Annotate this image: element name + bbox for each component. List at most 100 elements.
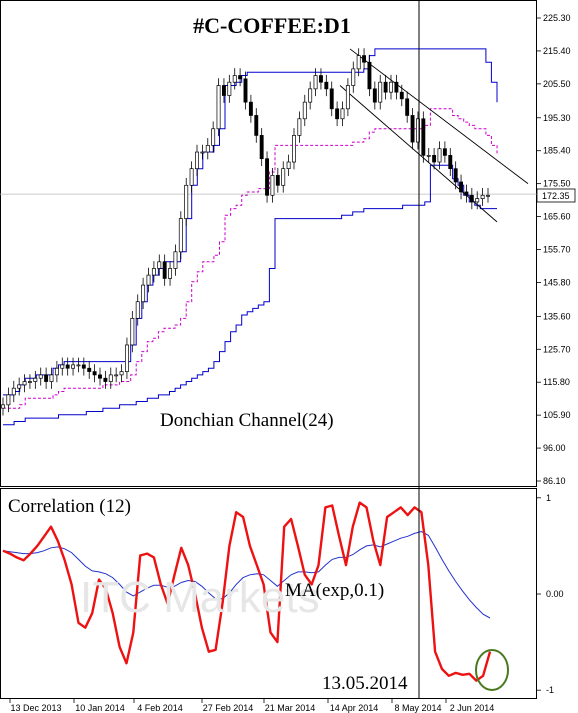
y-tick-label: 135.60 <box>543 311 571 321</box>
candle-body <box>448 155 453 170</box>
y-tick-label: 195.30 <box>543 113 571 123</box>
candle-body <box>302 101 307 120</box>
candle-body <box>162 261 167 279</box>
candle-body <box>211 128 216 146</box>
candle-body <box>345 85 350 110</box>
candle-body <box>216 85 221 130</box>
correlation-panel-frame <box>0 488 537 699</box>
current-price-box <box>536 188 576 203</box>
highlight-circle <box>475 649 509 691</box>
candle-body <box>442 148 447 156</box>
y-tick-label: 86.10 <box>543 476 566 486</box>
x-tick-label: 10 Jan 2014 <box>75 703 125 713</box>
candle-body <box>469 194 474 203</box>
y-tick-label: 96.00 <box>543 443 566 453</box>
candle-body <box>232 75 237 83</box>
candle-body <box>335 108 340 120</box>
candle-body <box>324 81 329 90</box>
candle-body <box>421 118 426 156</box>
candle-body <box>189 168 194 186</box>
donchian-label: Donchian Channel(24) <box>160 410 334 431</box>
x-axis: 13 Dec 2013 10 Jan 2014 4 Feb 2014 27 Feb 2… <box>9 699 495 713</box>
candle-body <box>6 394 11 406</box>
candle-body <box>426 155 431 157</box>
candle-body <box>173 251 178 269</box>
candle-body <box>87 367 92 372</box>
candle-body <box>157 261 162 269</box>
candle-body <box>49 374 54 382</box>
candle-body <box>292 135 296 163</box>
candle-body <box>141 284 146 303</box>
candle-body <box>151 268 156 276</box>
candle-body <box>135 301 140 319</box>
y-tick-label: 205.50 <box>543 79 571 89</box>
candle-body <box>308 88 313 103</box>
candle-body <box>221 85 226 96</box>
candle-body <box>103 377 108 382</box>
candle-body <box>108 374 113 382</box>
y-tick-label: 125.70 <box>543 344 571 354</box>
candle-body <box>259 135 264 160</box>
candle-body <box>178 218 183 253</box>
candle-body <box>486 194 490 197</box>
candle-body <box>415 118 420 143</box>
candle-body <box>351 68 356 86</box>
candle-body <box>383 81 388 93</box>
candle-body <box>146 274 151 286</box>
donchian-lower-line <box>3 164 497 426</box>
candle-body <box>65 364 70 369</box>
candles <box>1 48 490 416</box>
candle-body <box>168 268 173 279</box>
corr-y-tick-label: -1 <box>546 685 554 695</box>
candle-body <box>394 81 399 93</box>
candle-body <box>81 364 86 369</box>
candle-body <box>60 364 65 369</box>
candle-body <box>130 318 135 346</box>
y-tick-label: 225.30 <box>543 13 571 23</box>
candle-body <box>378 81 383 103</box>
candle-body <box>33 377 38 382</box>
candle-body <box>17 384 22 389</box>
candle-body <box>480 194 485 199</box>
ma-label: MA(exp,0.1) <box>285 580 384 601</box>
y-tick-label: 105.90 <box>543 410 571 420</box>
candle-body <box>27 381 32 383</box>
candle-body <box>248 101 253 116</box>
x-tick-label: 14 Apr 2014 <box>330 703 379 713</box>
candle-body <box>432 155 437 163</box>
correlation-series: 1 0.00 -1 <box>2 493 564 695</box>
candle-body <box>356 55 361 70</box>
candle-body <box>11 387 16 396</box>
candle-body <box>71 364 76 369</box>
candle-body <box>313 75 318 90</box>
candle-body <box>410 115 415 143</box>
y-tick-label: 145.80 <box>543 277 571 287</box>
candle-body <box>281 168 286 186</box>
candle-body <box>124 344 129 372</box>
donchian-upper-line <box>3 48 498 396</box>
correlation-line <box>2 501 492 682</box>
watermark: ITC Markets <box>80 573 320 622</box>
candle-body <box>76 364 81 367</box>
y-tick-label: 215.40 <box>543 46 571 56</box>
candle-body <box>98 374 102 379</box>
candle-body <box>399 91 404 100</box>
x-tick-label: 2 Jun 2014 <box>450 703 495 713</box>
candle-body <box>1 404 5 409</box>
candle-body <box>44 374 49 382</box>
candle-body <box>367 61 372 90</box>
price-series <box>3 48 529 426</box>
y-tick-label: 175.50 <box>543 179 571 189</box>
candle-body <box>459 181 464 193</box>
price-panel-frame <box>0 0 537 487</box>
candle-body <box>114 374 119 377</box>
y-tick-label: 115.80 <box>543 377 570 387</box>
candle-body <box>464 191 469 196</box>
candle-body <box>297 118 302 136</box>
candle-body <box>329 88 334 110</box>
candle-body <box>22 381 27 386</box>
current-price-label: 172.35 <box>542 191 570 201</box>
corr-y-tick-label: 0.00 <box>546 589 564 599</box>
